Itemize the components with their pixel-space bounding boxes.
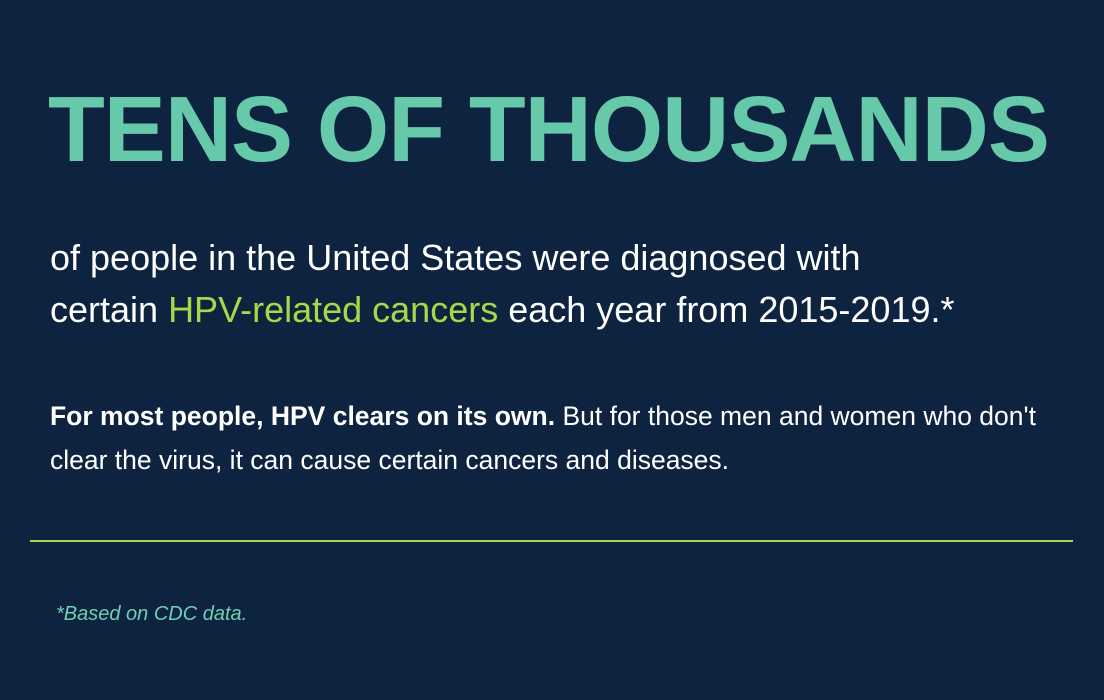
lead-text: each year from 2015-2019.* (498, 289, 955, 330)
body-bold: For most people, HPV clears on its own. (50, 401, 556, 431)
headline: TENS OF THOUSANDS (48, 77, 1050, 181)
body-text: But for those men and women who don't cl… (50, 401, 1036, 475)
divider (30, 540, 1073, 542)
footnote: *Based on CDC data. (56, 603, 248, 625)
lead-line: of people in the United States were diag… (50, 237, 861, 278)
lead: of people in the United States were diag… (50, 232, 1060, 336)
lead-highlight: HPV-related cancers (168, 289, 499, 330)
lead-text: certain (50, 289, 169, 330)
body: For most people, HPV clears on its own. … (50, 394, 1060, 482)
